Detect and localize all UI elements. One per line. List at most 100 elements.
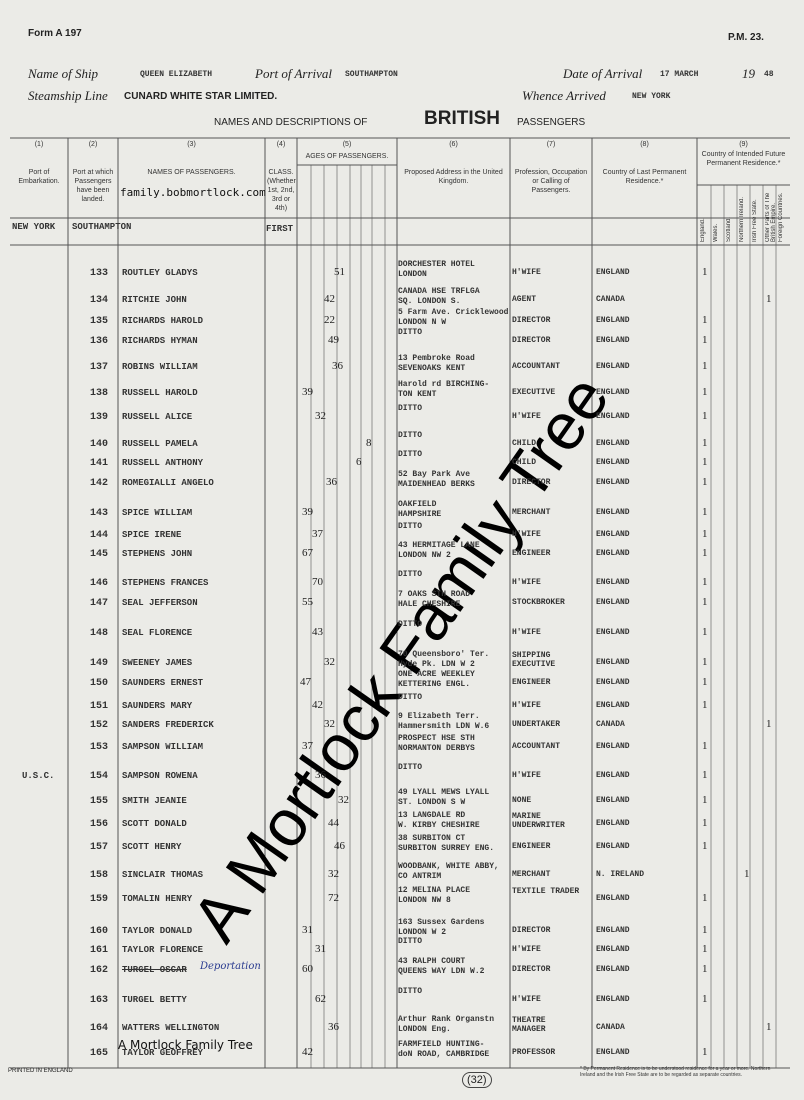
line-label: Steamship Line	[28, 88, 108, 103]
country: ENGLAND	[596, 598, 630, 607]
row-number: 151	[90, 701, 109, 712]
occupation: H'WIFE	[512, 578, 541, 587]
country: ENGLAND	[596, 1048, 630, 1057]
address-line: 163 Sussex Gardens	[398, 918, 485, 927]
address-line: MAIDENHEAD BERKS	[398, 480, 475, 489]
row-number: 160	[90, 926, 109, 937]
class: FIRST	[266, 224, 294, 234]
country: ENGLAND	[596, 628, 630, 637]
occupation: ENGINEER	[512, 678, 551, 687]
address-line: 49 LYALL MEWS LYALL	[398, 788, 490, 797]
port-name: SOUTHAMPTON	[345, 70, 398, 79]
address-line: DITTO	[398, 570, 423, 579]
address-line: TON KENT	[398, 390, 437, 399]
residence-mark: 1	[702, 963, 708, 975]
residence-mark: 1	[702, 547, 708, 559]
row-number: 134	[90, 295, 109, 306]
occupation: SHIPPING EXECUTIVE	[512, 651, 556, 669]
occupation: STOCKBROKER	[512, 598, 565, 607]
occupation: MERCHANT	[512, 870, 551, 879]
passenger-name: SCOTT DONALD	[122, 819, 187, 829]
title-main: BRITISH	[424, 108, 500, 129]
row-number: 137	[90, 362, 109, 373]
row-number: 164	[90, 1023, 109, 1034]
residence-mark: 1	[702, 943, 708, 955]
occupation: H'WIFE	[512, 945, 541, 954]
country: ENGLAND	[596, 819, 630, 828]
row-number: 146	[90, 578, 109, 589]
residence-mark: 1	[702, 626, 708, 638]
age: 43	[312, 626, 323, 638]
address-line: LONDON NW 2	[398, 551, 451, 560]
residence-mark: 1	[744, 868, 750, 880]
occupation: NONE	[512, 796, 532, 805]
country: ENGLAND	[596, 945, 630, 954]
passenger-name: TURGEL OSCAR	[122, 965, 187, 975]
passenger-name: RITCHIE JOHN	[122, 295, 187, 305]
occupation: H'WIFE	[512, 628, 541, 637]
address-line: 38 SURBITON CT	[398, 834, 466, 843]
column-label: Country of Intended Future Permanent Res…	[701, 151, 786, 167]
country: ENGLAND	[596, 362, 630, 371]
passenger-name: SMITH JEANIE	[122, 796, 187, 806]
passenger-name: RICHARDS HYMAN	[122, 336, 198, 346]
residence-mark: 1	[702, 740, 708, 752]
address-line: DITTO	[398, 450, 423, 459]
watermark-small: A Mortlock Family Tree	[118, 1038, 253, 1052]
residence-mark: 1	[702, 840, 708, 852]
residence-mark: 1	[702, 924, 708, 936]
residence-mark: 1	[702, 817, 708, 829]
row-number: 161	[90, 945, 109, 956]
country: ENGLAND	[596, 388, 630, 397]
row-number: 162	[90, 965, 109, 976]
address-line: DITTO	[398, 763, 423, 772]
country: CANADA	[596, 295, 625, 304]
address-line: LONDON N W	[398, 318, 447, 327]
form-code: P.M. 23.	[728, 32, 764, 43]
passenger-name: SEAL FLORENCE	[122, 628, 193, 638]
country: ENGLAND	[596, 701, 630, 710]
address-line: 5 Farm Ave. Cricklewood	[398, 308, 509, 317]
whence-arrived: NEW YORK	[632, 92, 671, 101]
passenger-name: ROMEGIALLI ANGELO	[122, 478, 214, 488]
residence-mark: 1	[702, 676, 708, 688]
residence-mark: 1	[702, 769, 708, 781]
occupation: ENGINEER	[512, 549, 551, 558]
residence-mark: 1	[702, 410, 708, 422]
column-number: (1)	[34, 141, 44, 148]
address-line: OAKFIELD	[398, 500, 437, 509]
residence-mark: 1	[702, 528, 708, 540]
age: 51	[334, 266, 345, 278]
column-number: (7)	[546, 141, 556, 148]
address-line: WOODBANK, WHITE ABBY,	[398, 862, 499, 871]
passenger-name: RUSSELL HAROLD	[122, 388, 198, 398]
residence-mark: 1	[702, 266, 708, 278]
country: ENGLAND	[596, 678, 630, 687]
occupation: MERCHANT	[512, 508, 551, 517]
address-line: 13 Pembroke Road	[398, 354, 475, 363]
age: 46	[334, 840, 345, 852]
address-line: LONDON W 2	[398, 928, 447, 937]
steamship-line: CUNARD WHITE STAR LIMITED.	[124, 91, 278, 102]
column-label: Profession, Occupation or Calling of Pas…	[514, 169, 588, 194]
passenger-name: SAMPSON ROWENA	[122, 771, 198, 781]
page-number: (32)	[462, 1072, 492, 1088]
ship-name: QUEEN ELIZABETH	[140, 70, 213, 79]
residence-column: Other Parts of The British Empire.	[765, 192, 777, 242]
age: 70	[312, 576, 323, 588]
occupation: MARINE UNDERWRITER	[512, 812, 565, 830]
age: 36	[315, 769, 326, 781]
age: 39	[302, 386, 313, 398]
age: 44	[328, 817, 339, 829]
occupation: AGENT	[512, 295, 537, 304]
passenger-name: ROUTLEY GLADYS	[122, 268, 198, 278]
passenger-name: SPICE WILLIAM	[122, 508, 193, 518]
row-number: 149	[90, 658, 109, 669]
row-number: 139	[90, 412, 109, 423]
residence-mark: 1	[766, 293, 772, 305]
age: 31	[315, 943, 326, 955]
whence-label: Whence Arrived	[522, 88, 606, 103]
row-number: 152	[90, 720, 109, 731]
passenger-name: SCOTT HENRY	[122, 842, 182, 852]
